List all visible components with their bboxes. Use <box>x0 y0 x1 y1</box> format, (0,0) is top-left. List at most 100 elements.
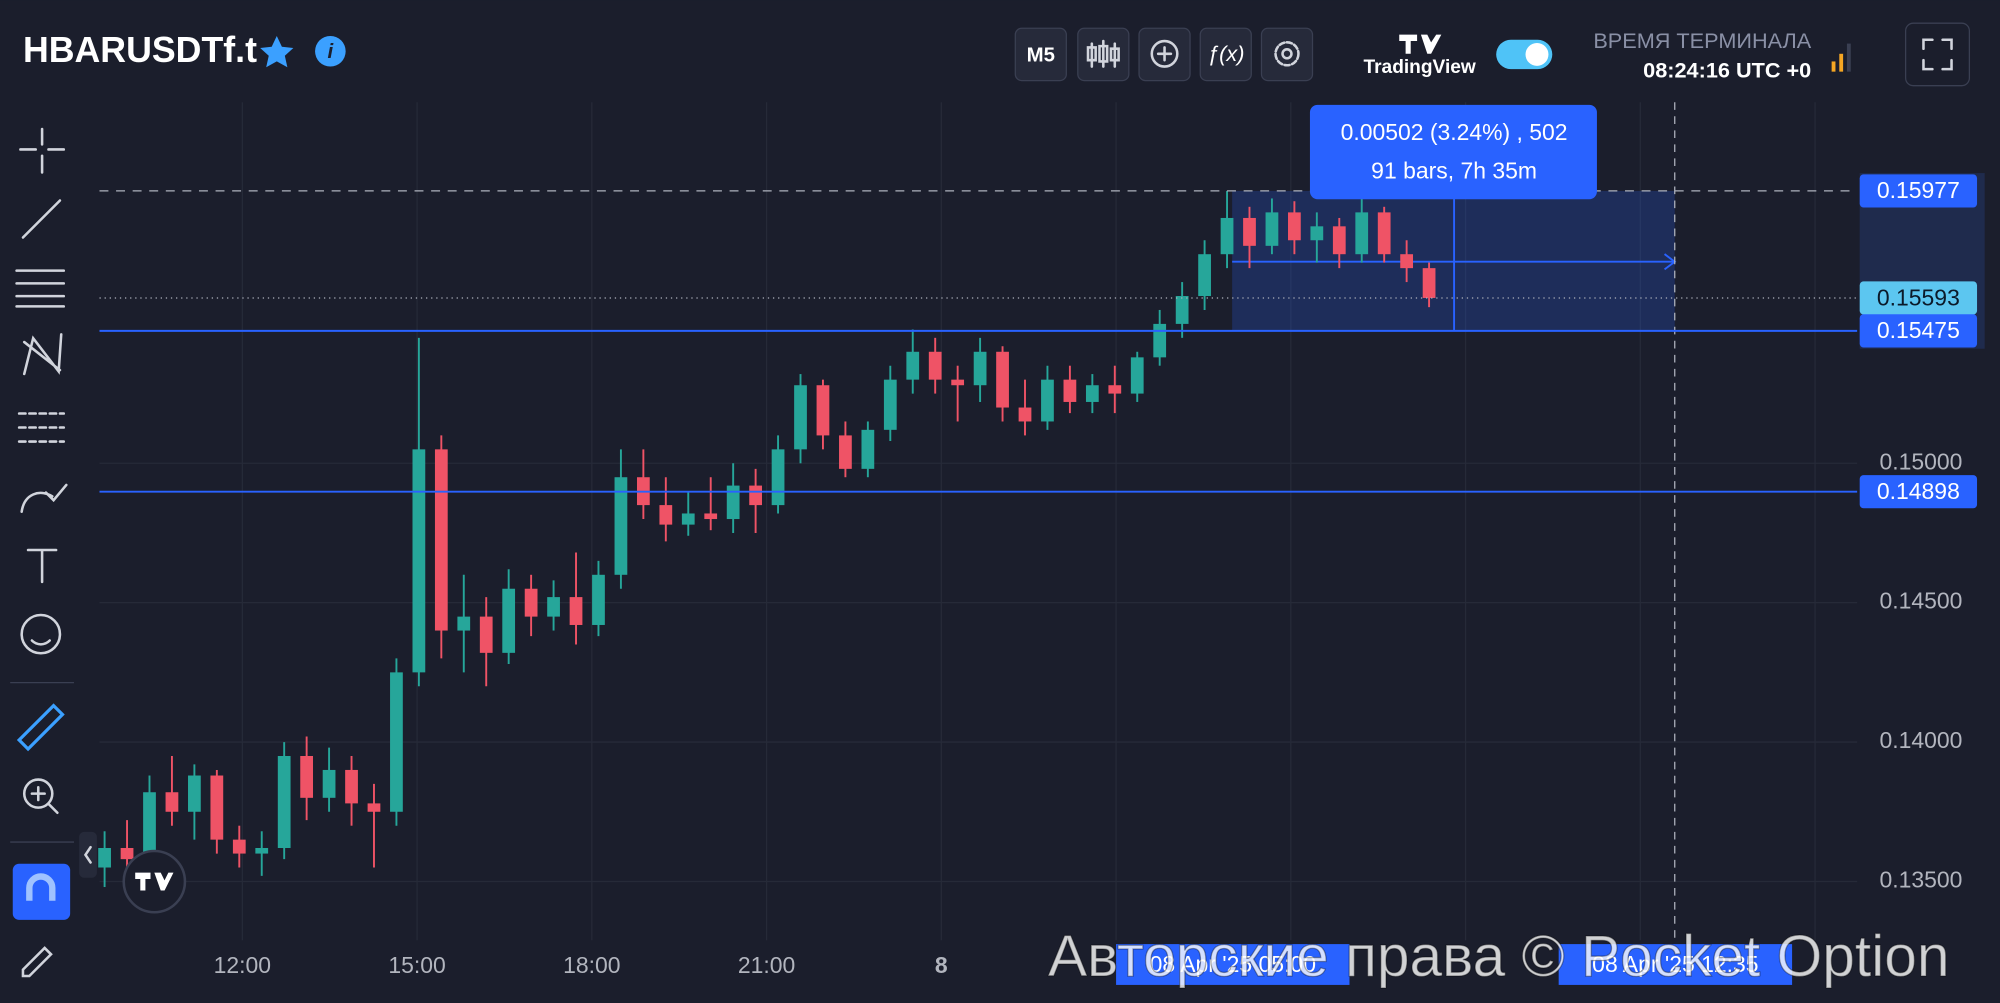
candle-body <box>704 513 718 520</box>
collapse-arrow <box>83 845 92 864</box>
candle-body <box>1243 217 1256 246</box>
y-tick-label: 0.15000 <box>1879 448 1962 474</box>
signal-icon <box>1831 43 1851 72</box>
candle-body <box>951 379 965 386</box>
candle-body <box>839 435 852 469</box>
candle-body <box>973 351 987 386</box>
brand: TradingView <box>1363 57 1475 78</box>
lock-draw-tool[interactable] <box>21 946 53 978</box>
candle-body <box>749 485 762 506</box>
zoom-tool[interactable] <box>22 778 54 809</box>
collapse-button[interactable] <box>79 831 97 878</box>
favorite-star[interactable] <box>260 35 294 68</box>
candle-body <box>1332 226 1346 255</box>
tv-badge-logo <box>135 872 174 891</box>
candle-body <box>1153 323 1167 358</box>
toggle-knob <box>1525 42 1549 66</box>
x-tick-label: 21:00 <box>738 952 795 978</box>
candle-body <box>659 505 673 525</box>
candle-body <box>771 449 785 506</box>
time-label-bg <box>1558 944 1793 985</box>
candle-body <box>726 485 740 520</box>
symbol[interactable]: HBARUSDTf.t <box>23 30 257 70</box>
candle-body <box>1265 212 1279 246</box>
price-label-bg <box>1859 314 1978 348</box>
candle-body <box>861 429 875 469</box>
info-icon[interactable] <box>315 35 346 67</box>
candle-body <box>232 839 246 854</box>
time-label-bg <box>1116 944 1350 985</box>
x-tick-label: 15:00 <box>388 952 445 978</box>
prediction-tool[interactable] <box>17 412 66 443</box>
candle-body <box>479 616 493 653</box>
price-label-bg <box>1859 174 1978 208</box>
settings-button[interactable] <box>1260 27 1314 82</box>
candles-icon <box>1086 39 1120 68</box>
candle-body <box>547 597 560 617</box>
settings-icon-center <box>1281 48 1293 60</box>
candle-body <box>1288 212 1301 241</box>
y-tick-label: 0.13500 <box>1879 867 1962 893</box>
candle-body <box>1198 254 1211 297</box>
price-label: 0.15475 <box>1877 317 1960 343</box>
magnet-icon <box>26 873 56 901</box>
candle-body <box>1063 379 1077 402</box>
brush-tool[interactable] <box>20 483 68 513</box>
candle-body <box>1175 296 1189 324</box>
candle-body <box>928 351 942 380</box>
crosshair-tool[interactable] <box>19 127 66 174</box>
candle-body <box>120 847 134 860</box>
trendline-tool[interactable] <box>21 199 62 239</box>
candle-body <box>883 379 897 430</box>
candle-body <box>1130 357 1144 394</box>
candle-body <box>210 775 224 840</box>
emoji-tool[interactable] <box>20 613 62 655</box>
candle-body <box>1085 385 1099 402</box>
candle-body <box>592 574 605 625</box>
candle-body <box>569 597 583 625</box>
watermark: Авторские права © Pocket Option <box>1048 924 1950 989</box>
candle-body <box>1355 212 1369 255</box>
x-tick-label: 8 <box>935 952 948 978</box>
candle-body <box>1310 226 1324 241</box>
signal-bar <box>1831 61 1836 72</box>
add-icon-plus <box>1156 46 1173 62</box>
x-tick-label: 18:00 <box>563 952 620 978</box>
candle-body <box>614 477 628 575</box>
signal-bar <box>1839 53 1844 72</box>
indicators-button[interactable] <box>1199 27 1252 82</box>
measure-tooltip <box>1309 104 1597 200</box>
pattern-tool[interactable] <box>22 333 63 376</box>
candle-body <box>1041 379 1054 422</box>
price-label-bg <box>1859 281 1978 315</box>
ruler-tool[interactable] <box>16 703 65 752</box>
measure-text: 91 bars, 7h 35m <box>1371 157 1537 183</box>
timeframe-button[interactable] <box>1014 27 1067 82</box>
fullscreen-button[interactable] <box>1904 22 1971 87</box>
price-label: 0.15593 <box>1877 284 1960 310</box>
text-tool[interactable] <box>26 548 58 584</box>
left-toolbar <box>10 127 97 978</box>
y-tick-label: 0.14000 <box>1879 727 1962 753</box>
x-tick-label: 12:00 <box>214 952 271 978</box>
fib-tool[interactable] <box>15 269 66 308</box>
timeframe: M5 <box>1027 45 1055 67</box>
candle-body <box>188 775 201 812</box>
magnet-tool[interactable] <box>12 863 71 920</box>
candle-body <box>412 449 426 673</box>
candle-body <box>816 385 830 436</box>
candle-body <box>794 385 807 450</box>
candle-body <box>524 588 538 617</box>
measure-text: 0.00502 (3.24%) , 502 <box>1341 119 1568 145</box>
fullscreen-icon <box>1922 38 1953 71</box>
candle-body <box>367 803 381 812</box>
candle-body <box>1220 217 1234 255</box>
zoom-icon <box>30 785 59 814</box>
indicators-icon: ƒ(x) <box>1207 41 1244 66</box>
candle-body <box>434 449 448 631</box>
tradingview-logo <box>1399 34 1442 54</box>
tv-badge <box>122 849 187 914</box>
candle-body <box>277 756 291 848</box>
